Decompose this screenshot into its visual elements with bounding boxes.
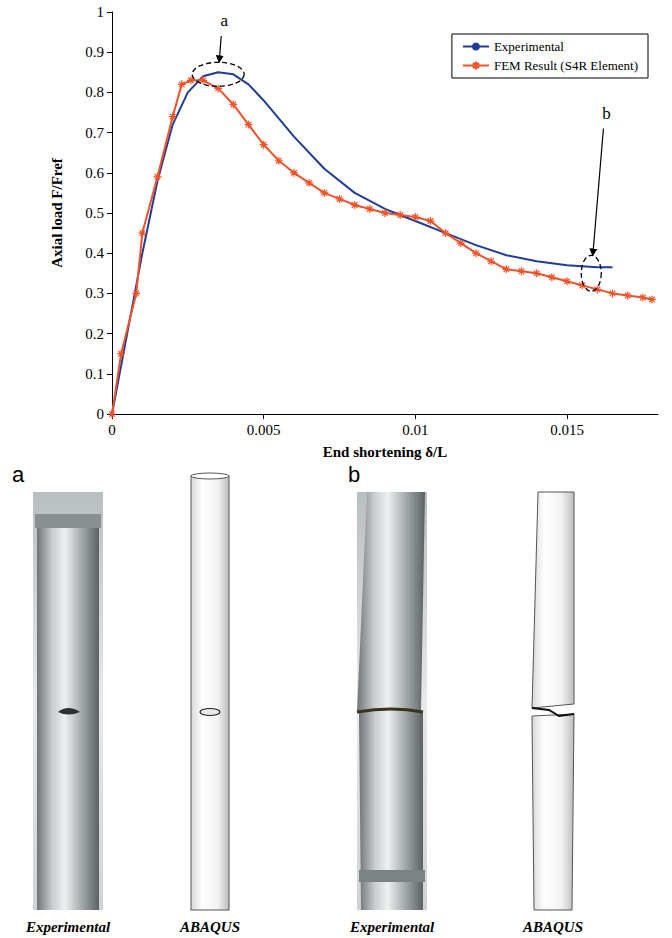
svg-text:0.4: 0.4: [85, 245, 104, 261]
svg-text:0.005: 0.005: [247, 422, 281, 438]
svg-text:FEM Result (S4R Element): FEM Result (S4R Element): [494, 58, 638, 73]
svg-text:0.7: 0.7: [85, 125, 104, 141]
svg-text:0.2: 0.2: [85, 326, 104, 342]
svg-text:a: a: [12, 462, 25, 487]
svg-text:0.01: 0.01: [402, 422, 428, 438]
svg-text:b: b: [602, 104, 611, 123]
svg-text:0.5: 0.5: [85, 205, 104, 221]
svg-text:0.8: 0.8: [85, 84, 104, 100]
svg-text:End shortening δ/L: End shortening δ/L: [323, 444, 448, 460]
svg-text:b: b: [348, 462, 360, 487]
svg-text:0.6: 0.6: [85, 165, 104, 181]
svg-text:ABAQUS: ABAQUS: [522, 919, 583, 935]
svg-text:0: 0: [97, 406, 105, 422]
svg-text:0.3: 0.3: [85, 285, 104, 301]
svg-text:1: 1: [97, 4, 105, 20]
svg-text:Experimental: Experimental: [494, 39, 564, 54]
svg-text:ABAQUS: ABAQUS: [179, 919, 240, 935]
svg-text:Experimental: Experimental: [25, 919, 111, 935]
svg-text:Experimental: Experimental: [349, 919, 435, 935]
svg-text:Axial load F/Fref: Axial load F/Fref: [49, 157, 65, 268]
svg-text:a: a: [220, 11, 228, 30]
svg-text:0: 0: [108, 422, 116, 438]
svg-text:0.9: 0.9: [85, 44, 104, 60]
svg-text:0.1: 0.1: [85, 366, 104, 382]
svg-text:0.015: 0.015: [550, 422, 584, 438]
